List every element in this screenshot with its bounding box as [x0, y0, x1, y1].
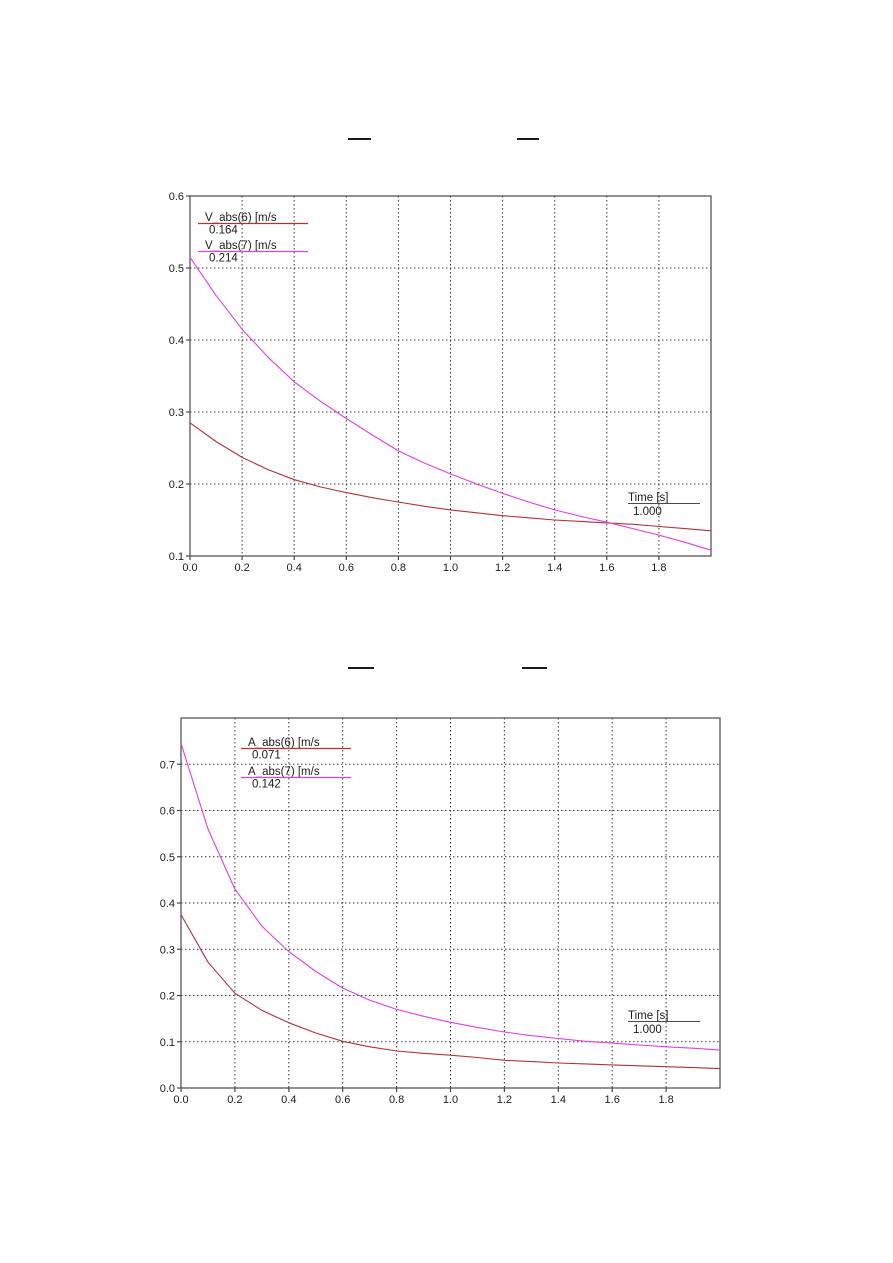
y-tick-label: 0.1 [160, 1037, 175, 1049]
x-tick-label: 1.6 [605, 1094, 620, 1106]
series-curve [189, 256, 712, 551]
x-tick-label: 0.4 [281, 1094, 296, 1106]
x-tick-label: 0.4 [287, 562, 302, 574]
acceleration-chart: 0.0 0.2 0.4 0.6 0.8 1.0 1.2 1.4 1.6 1.8 0.0 0.1 0.2 0… [160, 717, 721, 1106]
x-tick-label: 0.2 [227, 1094, 242, 1106]
y-tick-label: 0.3 [160, 944, 175, 956]
legend-series-name: V_abs(7) [m/s [205, 240, 277, 252]
x-tick-label: 1.4 [547, 562, 562, 574]
x-tick-label: 1.2 [495, 562, 510, 574]
caption-rule [348, 138, 371, 140]
velocity-chart: 0.0 0.2 0.4 0.6 0.8 1.0 1.2 1.4 1.6 1.8 0.1 0.2 0.3 0… [169, 191, 712, 574]
y-tick-label: 0.3 [169, 407, 184, 419]
x-tick-label: 1.6 [599, 562, 614, 574]
y-tick-label: 0.2 [160, 991, 175, 1003]
y-tick-label: 0.5 [169, 263, 184, 275]
x-tick-label: 0.2 [234, 562, 249, 574]
series-curve [180, 914, 721, 1070]
y-tick-label: 0.6 [160, 806, 175, 818]
x-tick-label: 0.6 [335, 1094, 350, 1106]
legend-series-name: A_abs(7) [m/s [248, 766, 320, 778]
x-tick-label: 1.8 [651, 562, 666, 574]
x-tick-label: 1.0 [443, 1094, 458, 1106]
time-cursor-value: 1.000 [633, 506, 662, 518]
y-tick-label: 0.6 [169, 191, 184, 203]
legend-cursor-value: 0.214 [209, 253, 238, 265]
x-tick-label: 1.2 [497, 1094, 512, 1106]
y-tick-label: 0.0 [160, 1083, 175, 1095]
x-tick-label: 0.8 [391, 562, 406, 574]
series-curve [180, 743, 721, 1051]
legend-cursor-value: 0.071 [252, 750, 281, 762]
y-tick-label: 0.4 [169, 335, 184, 347]
x-tick-label: 0.6 [339, 562, 354, 574]
legend-cursor-value: 0.142 [252, 779, 281, 791]
caption-rule [522, 667, 547, 669]
time-cursor-value: 1.000 [633, 1024, 662, 1036]
y-tick-label: 0.7 [160, 759, 175, 771]
x-tick-label: 0.8 [389, 1094, 404, 1106]
y-tick-label: 0.4 [160, 898, 175, 910]
y-tick-label: 0.5 [160, 852, 175, 864]
legend-series-name: A_abs(6) [m/s [248, 737, 320, 749]
x-tick-label: 1.0 [443, 562, 458, 574]
x-tick-label: 1.8 [658, 1094, 673, 1106]
series-curve [189, 422, 712, 532]
x-tick-label: 0.0 [182, 562, 197, 574]
time-cursor-label: Time [s] [628, 492, 668, 504]
y-tick-label: 0.1 [169, 551, 184, 563]
y-tick-label: 0.2 [169, 479, 184, 491]
legend-series-name: V_abs(6) [m/s [205, 212, 277, 224]
legend-cursor-value: 0.164 [209, 225, 238, 237]
time-cursor-label: Time [s] [628, 1010, 668, 1022]
x-tick-label: 1.4 [551, 1094, 566, 1106]
caption-rule [517, 138, 539, 140]
caption-rule [348, 667, 374, 669]
x-tick-label: 0.0 [173, 1094, 188, 1106]
